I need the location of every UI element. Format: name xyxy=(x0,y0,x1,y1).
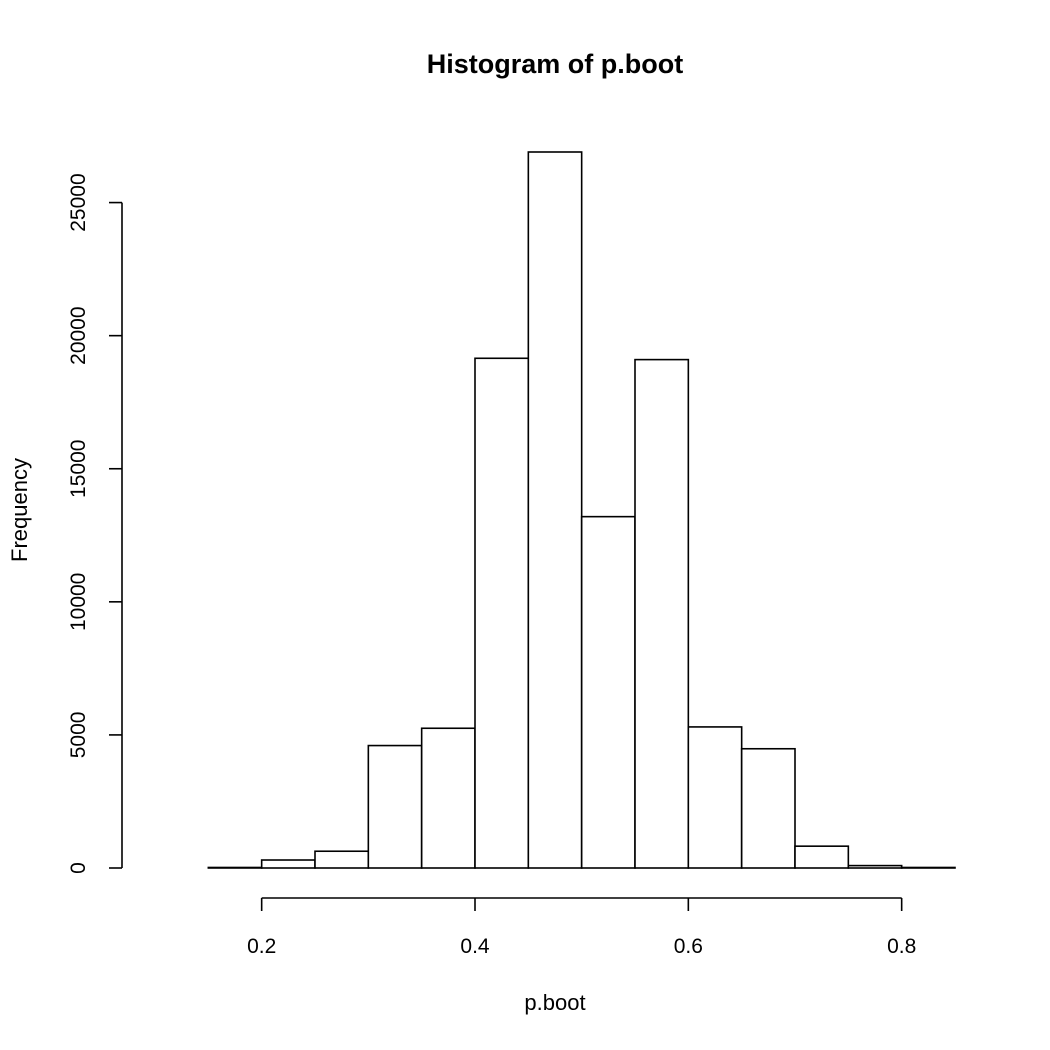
histogram-bar xyxy=(420,727,476,869)
histogram-bar xyxy=(367,744,423,869)
histogram-bar xyxy=(847,864,903,869)
x-axis-label: p.boot xyxy=(524,990,585,1015)
x-axis: 0.2 0.4 0.6 0.8 xyxy=(247,897,916,958)
x-tick-label: 0.4 xyxy=(460,935,490,958)
y-axis-label: Frequency xyxy=(7,458,32,562)
histogram-bar xyxy=(527,151,583,869)
histogram-bar xyxy=(260,859,316,869)
chart-title: Histogram of p.boot xyxy=(427,49,683,79)
histogram-bar xyxy=(740,747,796,869)
y-tick-label: 5000 xyxy=(67,712,90,759)
histogram-bar xyxy=(207,866,263,869)
histogram-bar xyxy=(314,850,370,869)
histogram-bar xyxy=(794,845,850,869)
x-tick-label: 0.6 xyxy=(674,935,703,958)
histogram-bar xyxy=(580,515,636,869)
histogram-bar xyxy=(900,866,956,869)
y-tick-label: 15000 xyxy=(67,440,90,498)
x-tick-label: 0.8 xyxy=(887,935,916,958)
y-tick-label: 20000 xyxy=(67,306,90,364)
y-tick-label: 10000 xyxy=(67,573,90,631)
bars xyxy=(207,151,956,869)
y-tick-label: 0 xyxy=(67,862,90,874)
x-tick-label: 0.2 xyxy=(247,935,276,958)
y-tick-label: 25000 xyxy=(67,173,90,231)
y-axis: 0 5000 10000 15000 20000 25000 xyxy=(67,173,123,874)
histogram-bar xyxy=(687,726,743,869)
histogram-bar xyxy=(634,358,690,869)
histogram-bar xyxy=(474,357,530,869)
